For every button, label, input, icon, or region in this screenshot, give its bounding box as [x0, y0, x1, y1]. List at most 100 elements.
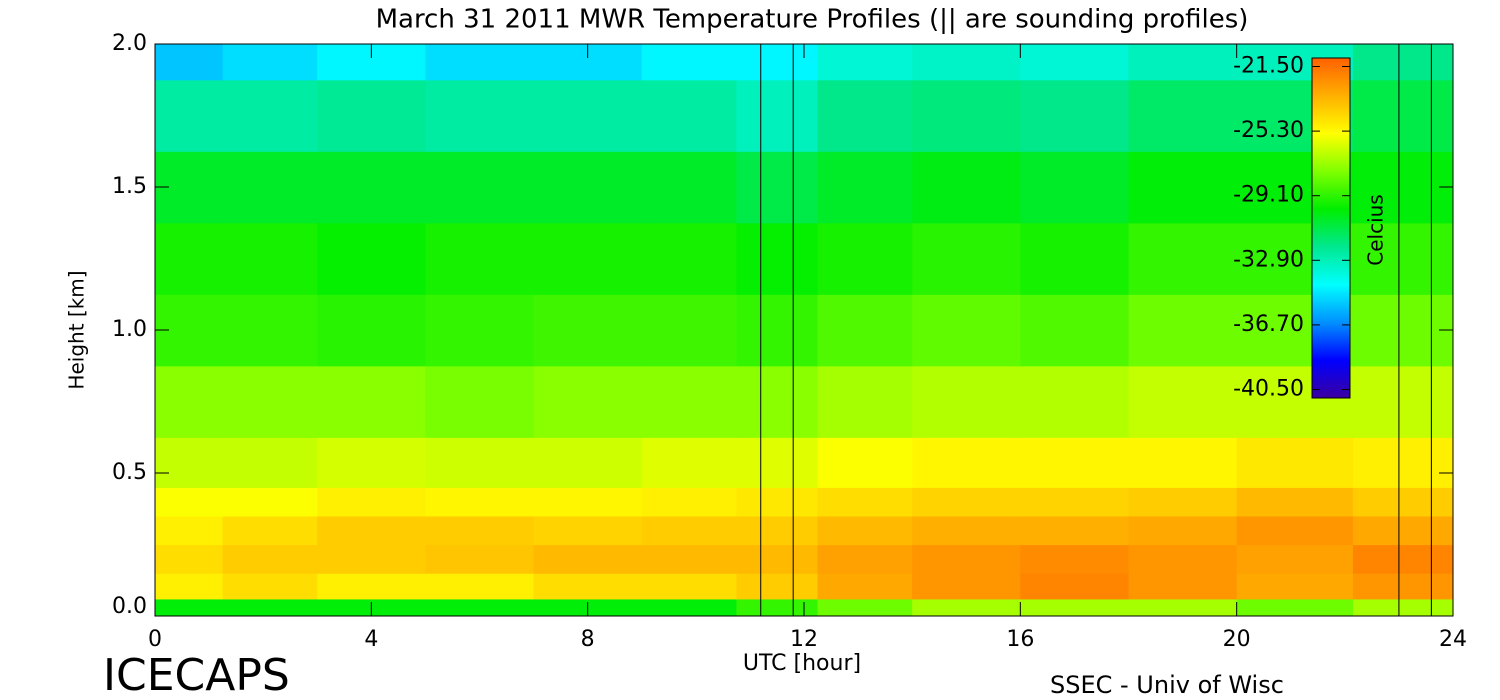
contour-cell	[912, 151, 1021, 224]
contour-cell	[155, 544, 224, 574]
contour-cell	[1128, 544, 1238, 574]
contour-cell	[317, 365, 427, 438]
contour-cell	[817, 573, 913, 600]
contour-cell	[533, 365, 643, 438]
contour-cell	[425, 79, 535, 152]
contour-cell	[1352, 222, 1453, 295]
contour-cell	[425, 44, 535, 81]
x-tick-label: 4	[364, 627, 378, 652]
contour-cell	[222, 294, 318, 367]
contour-cell	[1020, 222, 1130, 295]
colorbar-tick-label: -32.90	[1233, 247, 1304, 272]
contour-cell	[222, 151, 318, 224]
contour-cell	[736, 365, 819, 438]
contour-cell	[155, 573, 224, 600]
contour-cell	[1128, 44, 1238, 81]
contour-cell	[1128, 437, 1238, 488]
contour-cell	[641, 44, 737, 81]
contour-cell	[1352, 487, 1453, 517]
contour-cell	[533, 515, 643, 546]
contour-cell	[912, 598, 1021, 616]
chart-title: March 31 2011 MWR Temperature Profiles (…	[376, 5, 1249, 35]
contour-cell	[912, 515, 1021, 546]
contour-cell	[736, 487, 819, 517]
contour-cell	[736, 544, 819, 574]
contour-cell	[1352, 598, 1453, 616]
contour-cell	[1020, 294, 1130, 367]
contour-cell	[155, 222, 224, 295]
contour-cell	[425, 222, 535, 295]
y-tick-label: 2.0	[112, 31, 147, 56]
contour-cell	[817, 222, 913, 295]
contour-cell	[425, 365, 535, 438]
contour-cell	[736, 515, 819, 546]
y-axis-label: Height [km]	[65, 270, 89, 389]
contour-cell	[736, 573, 819, 600]
contour-cell	[533, 294, 643, 367]
contour-cell	[317, 222, 427, 295]
contour-cell	[1128, 515, 1238, 546]
contour-cell	[736, 44, 819, 81]
contour-cell	[817, 79, 913, 152]
contour-cell	[1020, 487, 1130, 517]
contour-cell	[736, 437, 819, 488]
contour-cell	[1020, 515, 1130, 546]
contour-cell	[425, 437, 535, 488]
colorbar-tick-label: -25.30	[1233, 118, 1304, 143]
contour-cell	[1352, 44, 1453, 81]
contour-cell	[1236, 487, 1354, 517]
contour-cell	[817, 44, 913, 81]
contour-cell	[1352, 79, 1453, 152]
contour-cell	[1236, 544, 1354, 574]
contour-cell	[912, 79, 1021, 152]
contour-cell	[912, 222, 1021, 295]
contour-cell	[641, 515, 737, 546]
colorbar-label: Celcius	[1364, 194, 1388, 265]
contour-cell	[317, 151, 427, 224]
colorbar-tick-label: -21.50	[1233, 54, 1304, 79]
colorbar-tick-label: -36.70	[1233, 312, 1304, 337]
colorbar-tick-label: -40.50	[1233, 377, 1304, 402]
x-tick-label: 24	[1439, 627, 1467, 652]
contour-cell	[641, 79, 737, 152]
contour-cell	[222, 222, 318, 295]
contour-cell	[1236, 437, 1354, 488]
contour-cell	[1020, 151, 1130, 224]
contour-cell	[533, 222, 643, 295]
contour-cell	[425, 515, 535, 546]
contour-cell	[1128, 487, 1238, 517]
contour-cell	[533, 79, 643, 152]
contour-cell	[317, 515, 427, 546]
contour-cell	[1236, 573, 1354, 600]
contour-cell	[222, 573, 318, 600]
contour-cell	[222, 598, 318, 616]
contour-cell	[317, 79, 427, 152]
contour-cell	[155, 598, 224, 616]
contour-cell	[155, 79, 224, 152]
contour-cell	[1128, 294, 1238, 367]
contour-cell	[817, 365, 913, 438]
contour-cell	[736, 151, 819, 224]
contour-cell	[425, 544, 535, 574]
contour-cell	[533, 573, 643, 600]
contour-cell	[912, 437, 1021, 488]
contour-cell	[317, 294, 427, 367]
contour-cell	[222, 544, 318, 574]
left-footer: ICECAPS	[103, 650, 290, 700]
contour-cell	[912, 294, 1021, 367]
contour-cell	[533, 437, 643, 488]
contour-cell	[155, 515, 224, 546]
contour-cell	[912, 487, 1021, 517]
contour-cell	[817, 151, 913, 224]
contour-field	[155, 44, 1453, 616]
contour-cell	[1128, 365, 1238, 438]
contour-cell	[1128, 222, 1238, 295]
contour-cell	[222, 79, 318, 152]
contour-cell	[641, 294, 737, 367]
y-tick-label: 1.0	[112, 317, 147, 342]
contour-cell	[641, 222, 737, 295]
contour-cell	[317, 437, 427, 488]
contour-cell	[222, 44, 318, 81]
contour-cell	[736, 79, 819, 152]
